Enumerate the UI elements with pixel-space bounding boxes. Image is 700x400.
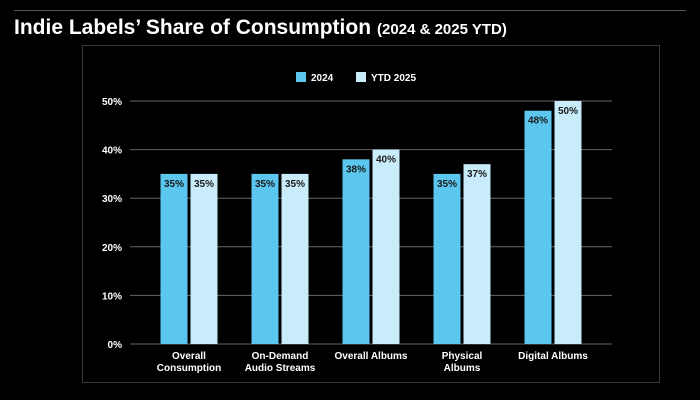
bar (251, 173, 279, 344)
x-tick-label: Physical (442, 351, 483, 362)
bar (281, 173, 309, 344)
bar (372, 149, 400, 344)
bar-value-label: 38% (346, 164, 366, 175)
bar-value-label: 48% (528, 116, 548, 127)
legend-label: 2024 (311, 73, 334, 84)
y-tick-label: 0% (108, 340, 123, 351)
chart-title: Indie Labels’ Share of Consumption (2024 … (14, 16, 507, 40)
y-tick-label: 30% (102, 194, 122, 205)
bar (554, 101, 582, 344)
bar (463, 164, 491, 344)
bar-value-label: 35% (164, 179, 184, 190)
bar (160, 173, 188, 344)
y-tick-label: 10% (102, 291, 122, 302)
bar-value-label: 35% (194, 179, 214, 190)
x-tick-label: Digital Albums (518, 351, 588, 362)
y-tick-label: 20% (102, 243, 122, 254)
x-tick-label: Audio Streams (245, 363, 316, 374)
bar-value-label: 35% (255, 179, 275, 190)
y-tick-label: 40% (102, 146, 122, 157)
x-tick-label: Overall (172, 351, 206, 362)
legend-swatch (356, 72, 366, 82)
top-divider (14, 10, 686, 11)
chart-title-subtitle: (2024 & 2025 YTD) (377, 21, 507, 38)
x-tick-label: Consumption (157, 363, 221, 374)
bar (190, 173, 218, 344)
bar-value-label: 37% (467, 169, 487, 180)
chart-title-main: Indie Labels’ Share of Consumption (14, 16, 372, 39)
x-tick-label: Overall Albums (335, 351, 408, 362)
bar (524, 110, 552, 344)
bar-value-label: 35% (437, 179, 457, 190)
bar (433, 173, 461, 344)
y-tick-label: 50% (102, 97, 122, 108)
bar-value-label: 50% (558, 106, 578, 117)
bar-value-label: 35% (285, 179, 305, 190)
legend-label: YTD 2025 (371, 73, 416, 84)
x-tick-label: Albums (444, 363, 481, 374)
bar (342, 159, 370, 344)
x-tick-label: On-Demand (252, 351, 309, 362)
bar-value-label: 40% (376, 155, 396, 166)
legend-swatch (296, 72, 306, 82)
